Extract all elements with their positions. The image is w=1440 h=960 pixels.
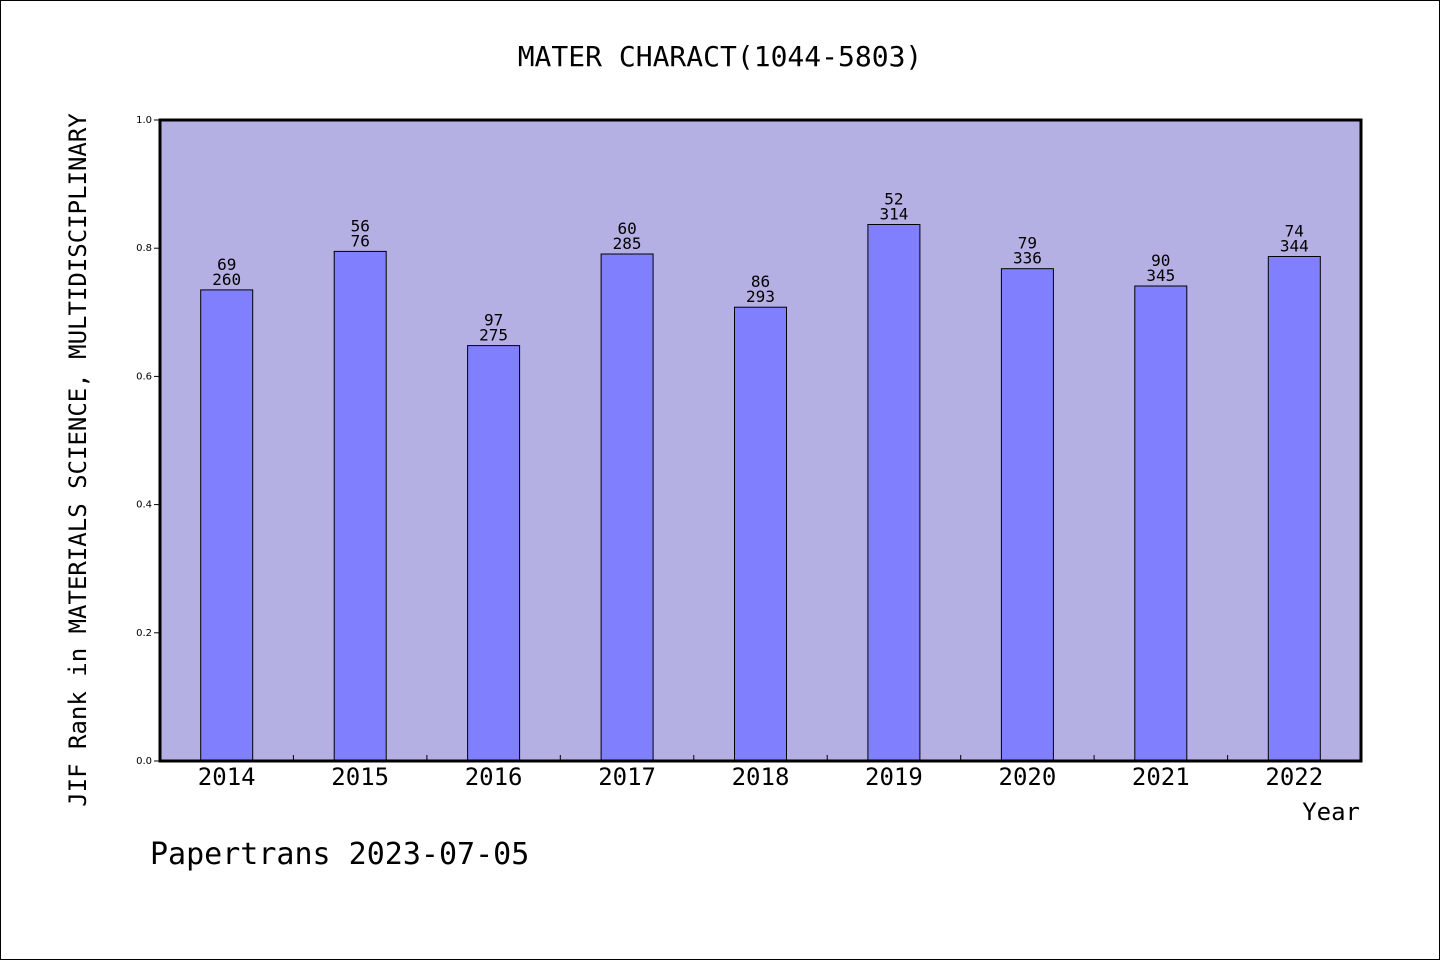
bar-2020 xyxy=(1000,268,1054,762)
x-tick-label-2017: 2017 xyxy=(598,763,656,791)
bar-2015 xyxy=(333,250,387,762)
bar-2018 xyxy=(734,306,787,762)
chart-title: MATER CHARACT(1044-5803) xyxy=(518,40,923,73)
x-axis-label: Year xyxy=(1302,798,1360,826)
bar-total-label-2015: 76 xyxy=(351,231,370,250)
bar-total-label-2017: 285 xyxy=(613,234,642,253)
x-tick-label-2018: 2018 xyxy=(732,763,790,791)
x-tick-label-2019: 2019 xyxy=(865,763,923,791)
x-tick-label-2014: 2014 xyxy=(198,763,256,791)
plot-border xyxy=(158,118,1363,763)
bar-rank-label-2018: 86 xyxy=(751,272,770,291)
y-tick-label: 0.0 xyxy=(136,756,152,767)
bar-total-label-2022: 344 xyxy=(1280,237,1309,256)
x-tick-label-2016: 2016 xyxy=(465,763,523,791)
y-tick-label: 0.2 xyxy=(136,628,152,639)
bar-total-label-2019: 314 xyxy=(879,205,908,224)
bar-total-label-2021: 345 xyxy=(1146,266,1175,285)
y-axis-label: JIF Rank in MATERIALS SCIENCE, MULTIDISC… xyxy=(64,113,92,807)
bar-2019 xyxy=(867,224,921,762)
bar-rank-label-2021: 90 xyxy=(1151,251,1170,270)
bar-2014 xyxy=(200,289,254,762)
bar-total-label-2018: 293 xyxy=(746,287,775,306)
bar-rank-label-2019: 52 xyxy=(884,190,903,209)
bar-rank-label-2020: 79 xyxy=(1018,234,1037,253)
y-tick-label: 1.0 xyxy=(136,115,152,126)
x-tick-label-2020: 2020 xyxy=(999,763,1057,791)
bar-total-label-2014: 260 xyxy=(212,270,241,289)
bar-2016 xyxy=(467,345,521,762)
bar-total-label-2020: 336 xyxy=(1013,249,1042,268)
bar-rank-label-2014: 69 xyxy=(217,255,236,274)
y-tick-label: 0.8 xyxy=(136,243,152,254)
bar-2021 xyxy=(1134,285,1188,762)
bar-rank-label-2015: 56 xyxy=(351,216,370,235)
x-tick-label-2021: 2021 xyxy=(1132,763,1190,791)
footer-source-date: Papertrans 2023-07-05 xyxy=(150,837,529,872)
y-tick-label: 0.6 xyxy=(136,371,152,382)
x-tick-label-2022: 2022 xyxy=(1265,763,1323,791)
x-tick-label-2015: 2015 xyxy=(331,763,389,791)
bar-rank-label-2022: 74 xyxy=(1285,222,1304,241)
bar-rank-label-2017: 60 xyxy=(617,219,636,238)
bar-rank-label-2016: 97 xyxy=(484,311,503,330)
bar-total-label-2016: 275 xyxy=(479,326,508,345)
bar-2017 xyxy=(600,253,654,762)
y-tick-label: 0.4 xyxy=(136,500,152,511)
bar-2022 xyxy=(1267,256,1321,762)
